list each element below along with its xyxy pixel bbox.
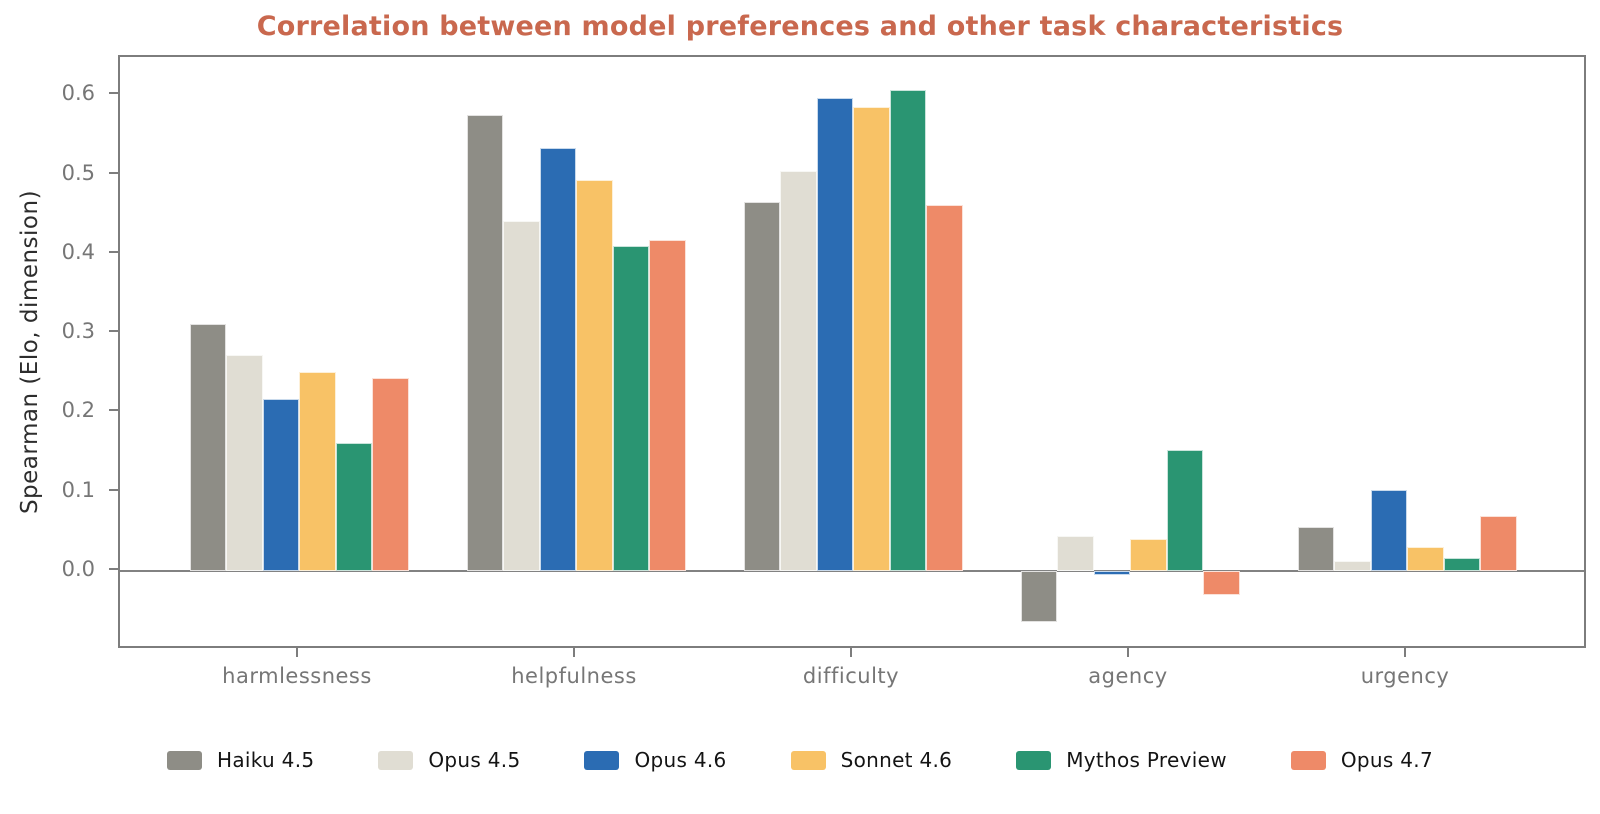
- bar-haiku-4-5-difficulty: [743, 202, 780, 571]
- bar-mythos-preview-harmlessness: [335, 443, 372, 571]
- zero-line: [120, 570, 1584, 572]
- y-tick-mark: [109, 488, 118, 491]
- x-tick-mark: [850, 648, 852, 657]
- chart-title: Correlation between model preferences an…: [256, 11, 1344, 42]
- legend-label: Mythos Preview: [1066, 748, 1227, 772]
- legend-item-haiku-4-5: Haiku 4.5: [167, 748, 314, 772]
- y-tick-label: 0.0: [61, 557, 95, 581]
- legend-swatch: [167, 750, 203, 770]
- legend-label: Opus 4.6: [634, 748, 727, 772]
- bar-opus-4-5-difficulty: [780, 170, 817, 571]
- y-tick-label: 0.3: [61, 319, 95, 344]
- x-tick-mark: [1127, 648, 1129, 657]
- bar-haiku-4-5-helpfulness: [466, 115, 503, 571]
- bar-sonnet-4-6-agency: [1130, 539, 1167, 571]
- x-tick-mark: [573, 648, 575, 657]
- bar-sonnet-4-6-difficulty: [853, 107, 890, 571]
- legend: Haiku 4.5 Opus 4.5 Opus 4.6 Sonnet 4.6 Mytho…: [0, 748, 1600, 772]
- bar-mythos-preview-difficulty: [889, 89, 926, 571]
- y-tick-mark: [109, 330, 118, 333]
- bar-opus-4-5-helpfulness: [503, 221, 540, 571]
- legend-swatch: [1016, 750, 1052, 770]
- bar-opus-4-6-harmlessness: [262, 398, 299, 571]
- x-tick-label-urgency: urgency: [1360, 664, 1450, 688]
- x-tick-label-harmlessness: harmlessness: [222, 664, 372, 688]
- bar-haiku-4-5-agency: [1020, 571, 1057, 622]
- bar-opus-4-6-agency: [1093, 571, 1130, 575]
- bar-sonnet-4-6-helpfulness: [576, 180, 613, 571]
- x-tick-mark: [296, 648, 298, 657]
- bar-haiku-4-5-harmlessness: [189, 324, 226, 571]
- bar-sonnet-4-6-urgency: [1407, 547, 1444, 571]
- legend-label: Opus 4.5: [428, 748, 521, 772]
- legend-label: Haiku 4.5: [217, 748, 315, 772]
- bar-opus-4-7-harmlessness: [372, 378, 409, 571]
- x-tick-label-difficulty: difficulty: [802, 664, 900, 688]
- legend-item-sonnet-4-6: Sonnet 4.6: [790, 748, 953, 772]
- bar-mythos-preview-agency: [1166, 449, 1203, 571]
- legend-swatch: [1290, 750, 1326, 770]
- x-tick-mark: [1404, 648, 1406, 657]
- y-tick-label: 0.6: [61, 81, 95, 106]
- legend-item-opus-4-5: Opus 4.5: [378, 748, 520, 772]
- bar-mythos-preview-helpfulness: [612, 245, 649, 571]
- legend-item-opus-4-6: Opus 4.6: [584, 748, 726, 772]
- y-tick-label: 0.5: [61, 160, 95, 185]
- legend-label: Opus 4.7: [1340, 748, 1433, 772]
- bar-opus-4-6-helpfulness: [539, 148, 576, 571]
- y-tick-mark: [109, 568, 118, 570]
- bar-opus-4-5-harmlessness: [226, 354, 263, 571]
- bar-opus-4-5-urgency: [1334, 560, 1371, 571]
- legend-swatch: [584, 750, 620, 770]
- bar-mythos-preview-urgency: [1443, 558, 1480, 571]
- bar-sonnet-4-6-harmlessness: [299, 372, 336, 571]
- y-tick-mark: [109, 92, 118, 95]
- bar-opus-4-7-helpfulness: [649, 240, 686, 571]
- bar-opus-4-7-agency: [1203, 571, 1240, 595]
- legend-label: Sonnet 4.6: [840, 748, 953, 772]
- x-tick-label-agency: agency: [1088, 664, 1168, 688]
- y-tick-label: 0.2: [61, 398, 95, 423]
- plot-area: [118, 55, 1586, 648]
- legend-item-opus-4-7: Opus 4.7: [1290, 748, 1433, 772]
- bar-haiku-4-5-urgency: [1297, 526, 1334, 571]
- bar-opus-4-5-agency: [1057, 536, 1094, 571]
- bar-opus-4-7-urgency: [1480, 515, 1517, 571]
- bar-opus-4-6-urgency: [1370, 490, 1407, 571]
- legend-swatch: [790, 750, 826, 770]
- x-tick-label-helpfulness: helpfulness: [511, 664, 637, 688]
- y-tick-mark: [109, 250, 118, 253]
- legend-item-mythos-preview: Mythos Preview: [1016, 748, 1227, 772]
- y-tick-mark: [109, 171, 118, 174]
- y-tick-label: 0.1: [61, 477, 95, 502]
- bar-opus-4-7-difficulty: [926, 204, 963, 571]
- bar-opus-4-6-difficulty: [816, 98, 853, 571]
- legend-swatch: [378, 750, 414, 770]
- y-tick-mark: [109, 409, 118, 412]
- y-tick-label: 0.4: [61, 239, 95, 264]
